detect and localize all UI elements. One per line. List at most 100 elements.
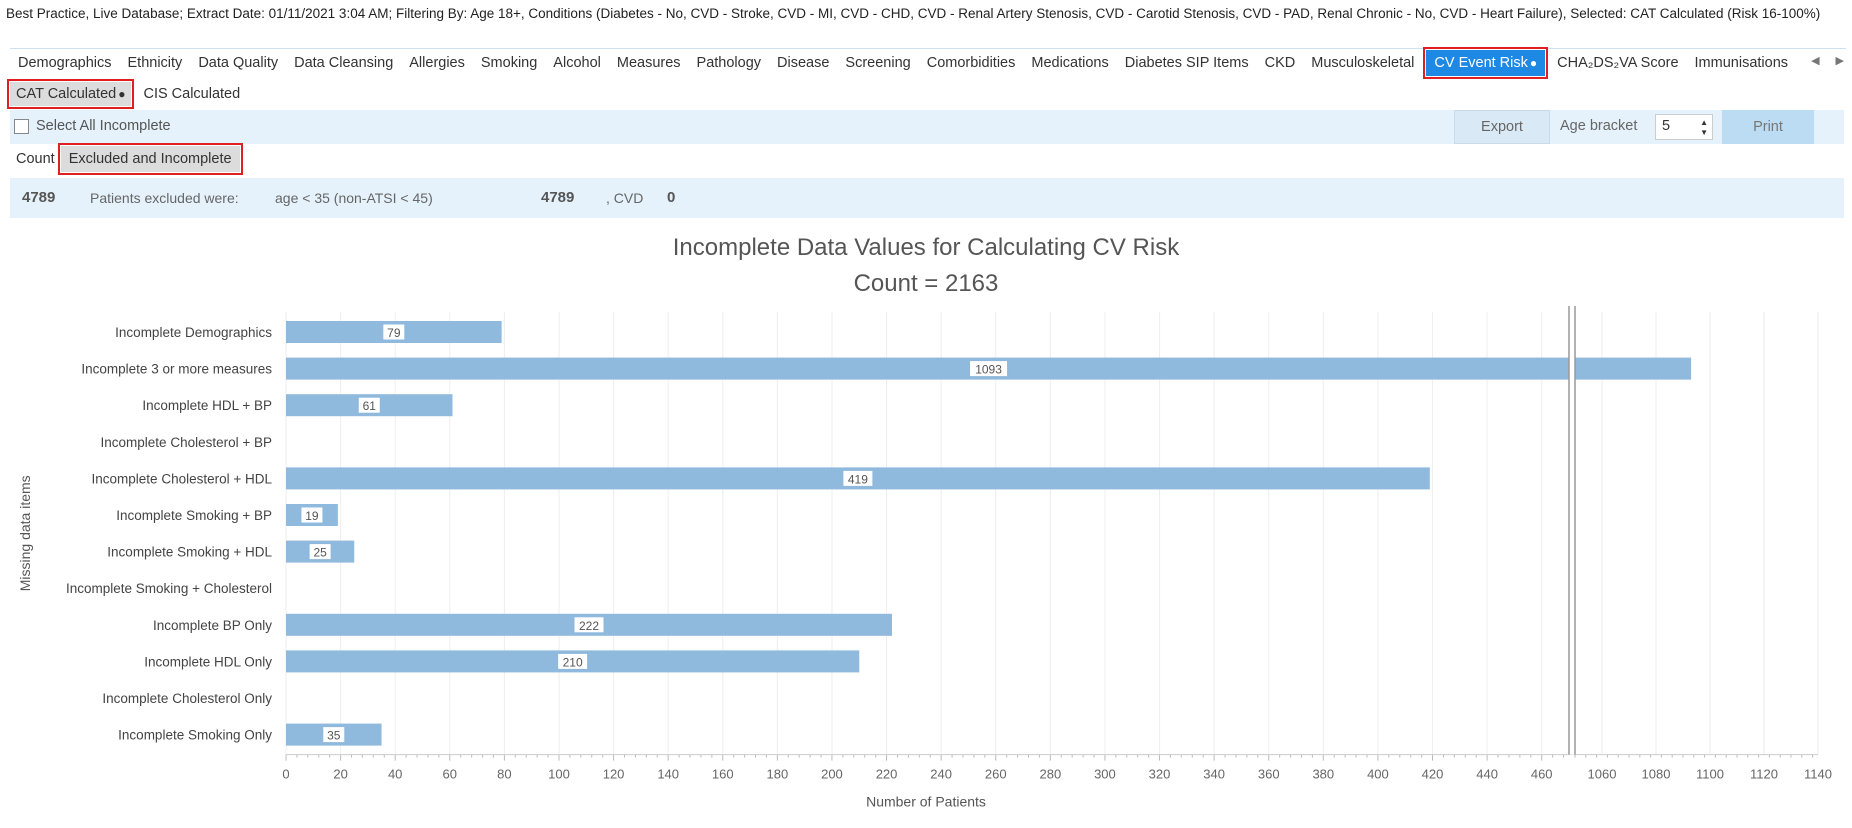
print-button[interactable]: Print <box>1722 110 1814 144</box>
x-tick-label: 220 <box>876 767 898 782</box>
tab-scroll-arrows: ◀ ▶ <box>1811 54 1844 67</box>
data-label-box <box>357 396 381 414</box>
subtab-cat-calculated[interactable]: CAT Calculated ● <box>6 79 135 109</box>
tab-label: Medications <box>1031 55 1109 71</box>
y-category-label: Incomplete Cholesterol + HDL <box>92 471 273 486</box>
excluded-stats-bar: 4789 Patients excluded were: age < 35 (n… <box>10 178 1844 218</box>
x-tick-label: 300 <box>1094 767 1116 782</box>
x-axis-title: Number of Patients <box>866 794 986 810</box>
active-dot-icon: ● <box>1529 56 1538 70</box>
age-rule: age < 35 (non-ATSI < 45) <box>275 190 433 206</box>
x-tick-label: 0 <box>282 767 289 782</box>
tab-label: CKD <box>1264 55 1296 71</box>
tab-allergies[interactable]: Allergies <box>401 50 473 76</box>
data-label: 222 <box>579 619 599 633</box>
x-tick-label: 20 <box>333 767 347 782</box>
tab-label: Screening <box>845 55 911 71</box>
x-tick-label: 100 <box>548 767 570 782</box>
x-tick-label: 460 <box>1531 767 1553 782</box>
tab-label: Comorbidities <box>926 55 1016 71</box>
tab-ckd[interactable]: CKD <box>1257 50 1304 76</box>
tab-measures[interactable]: Measures <box>609 50 689 76</box>
tab-label: Alcohol <box>553 55 601 71</box>
tab-ethnicity[interactable]: Ethnicity <box>120 50 191 76</box>
main-tabbar: Demographics Ethnicity Data Quality Data Cl… <box>10 47 1796 79</box>
chart-title: Incomplete Data Values for Calculating C… <box>673 234 1180 261</box>
y-category-label: Incomplete Smoking + BP <box>116 508 272 523</box>
data-label-box <box>557 652 589 670</box>
x-tick-label: 200 <box>821 767 843 782</box>
x-tick-label: 360 <box>1258 767 1280 782</box>
tab-pathology[interactable]: Pathology <box>689 50 770 76</box>
tab-medications[interactable]: Medications <box>1023 50 1116 76</box>
subtab-cis-calculated[interactable]: CIS Calculated <box>137 82 246 106</box>
tab-count[interactable]: Count <box>16 151 55 167</box>
x-tick-label: 340 <box>1203 767 1225 782</box>
tab-cv-event-risk[interactable]: CV Event Risk ● <box>1423 47 1549 79</box>
tab-label: Pathology <box>696 55 762 71</box>
y-category-label: Incomplete BP Only <box>153 618 272 633</box>
y-category-label: Incomplete Smoking + Cholesterol <box>66 581 272 596</box>
tab-screening[interactable]: Screening <box>837 50 918 76</box>
y-category-label: Incomplete Smoking + HDL <box>107 545 272 560</box>
tab-excluded-incomplete[interactable]: Excluded and Incomplete <box>57 143 243 175</box>
tab-label: Diabetes SIP Items <box>1124 55 1249 71</box>
sub-tabbar: CAT Calculated ● CIS Calculated <box>6 79 246 109</box>
tab-demographics[interactable]: Demographics <box>10 50 120 76</box>
x-tick-label: 320 <box>1149 767 1171 782</box>
tab-diabetes-sip-items[interactable]: Diabetes SIP Items <box>1117 50 1257 76</box>
data-label-box <box>573 616 605 634</box>
cvd-count: 0 <box>667 189 676 206</box>
data-label: 1093 <box>975 363 1002 377</box>
x-tick-label: 1060 <box>1588 767 1617 782</box>
tab-immunisations[interactable]: Immunisations <box>1687 50 1796 76</box>
tab-comorbidities[interactable]: Comorbidities <box>919 50 1024 76</box>
data-label-box <box>969 360 1009 378</box>
data-label: 210 <box>563 655 583 669</box>
data-label: 35 <box>327 729 341 743</box>
age-bracket-value: 5 <box>1662 118 1671 134</box>
excluded-total: 4789 <box>22 189 56 206</box>
scroll-right-icon[interactable]: ▶ <box>1835 55 1844 67</box>
data-label: 61 <box>363 399 377 413</box>
y-axis-title: Missing data items <box>17 475 33 591</box>
select-all-checkbox[interactable] <box>14 119 29 134</box>
x-tick-label: 180 <box>767 767 789 782</box>
x-tick-label: 1140 <box>1804 767 1832 782</box>
tab-data-cleansing[interactable]: Data Cleansing <box>286 50 401 76</box>
tab-label: Data Cleansing <box>294 55 394 71</box>
cv-risk-bar-chart: Incomplete Data Values for Calculating C… <box>17 234 1832 810</box>
export-button[interactable]: Export <box>1454 110 1550 144</box>
tab-alcohol[interactable]: Alcohol <box>545 50 609 76</box>
tab-label: Disease <box>777 55 830 71</box>
tab-label: Immunisations <box>1694 55 1789 71</box>
y-category-label: Incomplete HDL + BP <box>142 398 272 413</box>
tab-label: Allergies <box>409 55 465 71</box>
data-label: 419 <box>848 472 868 486</box>
x-tick-label: 120 <box>603 767 625 782</box>
tab-musculoskeletal[interactable]: Musculoskeletal <box>1303 50 1422 76</box>
tab-disease[interactable]: Disease <box>769 50 837 76</box>
tab-label: Data Quality <box>198 55 279 71</box>
tabs-divider <box>10 48 1846 49</box>
spinner-down-icon[interactable]: ▼ <box>1700 128 1708 137</box>
x-tick-label: 380 <box>1312 767 1334 782</box>
y-category-label: Incomplete HDL Only <box>144 654 272 669</box>
chart-subtitle: Count = 2163 <box>854 270 999 297</box>
tab-cha-ds-va-score[interactable]: CHA₂DS₂VA Score <box>1549 50 1686 76</box>
subtab-label: CAT Calculated <box>16 86 117 102</box>
data-label: 25 <box>313 546 327 560</box>
x-tick-label: 440 <box>1476 767 1498 782</box>
select-all-label: Select All Incomplete <box>36 118 171 134</box>
tab-smoking[interactable]: Smoking <box>473 50 545 76</box>
x-tick-label: 60 <box>443 767 457 782</box>
age-bracket-label: Age bracket <box>1560 118 1638 134</box>
tab-data-quality[interactable]: Data Quality <box>190 50 286 76</box>
count-tabbar: Count Excluded and Incomplete <box>10 143 243 175</box>
x-tick-label: 1120 <box>1750 767 1778 782</box>
tab-label: Ethnicity <box>127 55 183 71</box>
spinner-up-icon[interactable]: ▲ <box>1700 118 1708 127</box>
y-category-label: Incomplete Demographics <box>115 325 272 340</box>
scroll-left-icon[interactable]: ◀ <box>1811 55 1820 67</box>
age-bracket-spinner[interactable]: 5 ▲ ▼ <box>1655 114 1713 140</box>
